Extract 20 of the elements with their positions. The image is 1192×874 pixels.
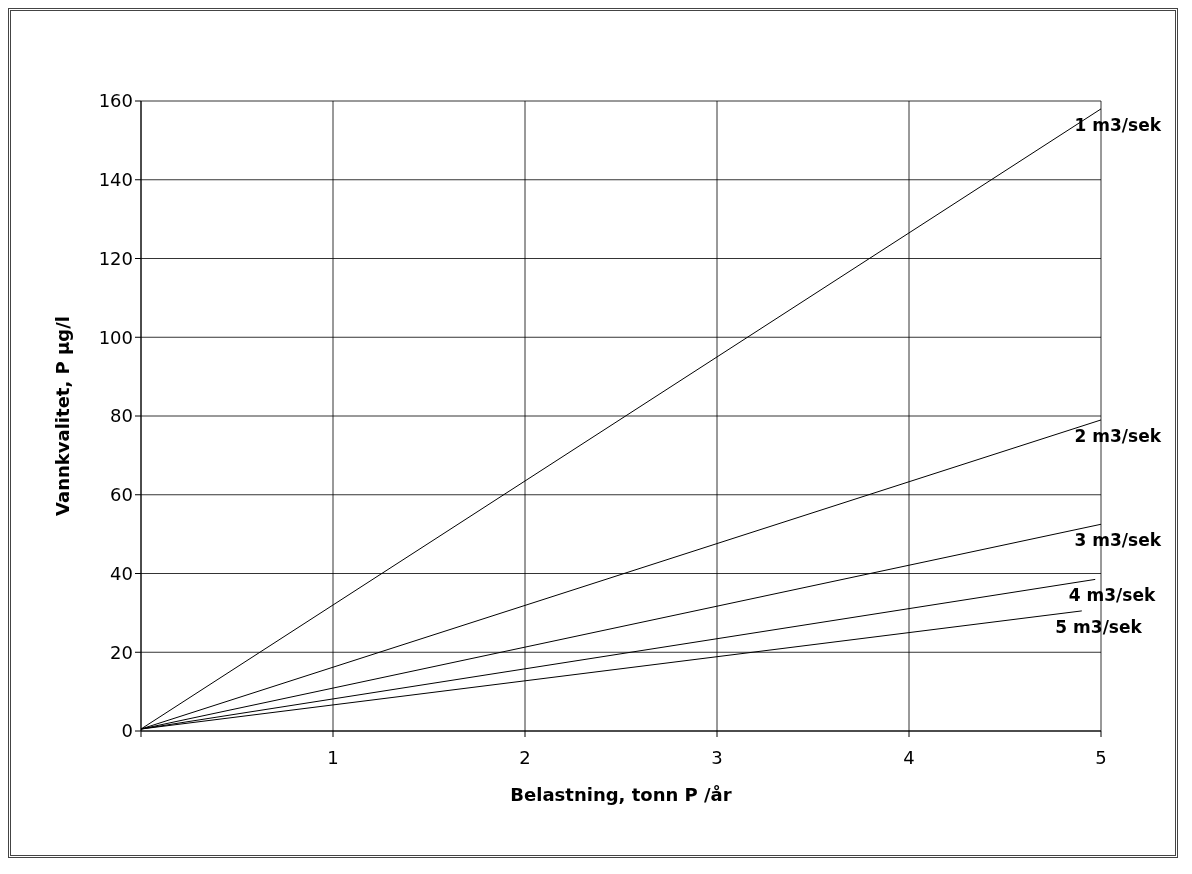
- series-label: 4 m3/sek: [1068, 585, 1156, 606]
- x-axis-title: Belastning, tonn P /år: [510, 784, 732, 805]
- y-tick-label: 60: [110, 484, 133, 506]
- x-tick-label: 3: [711, 746, 723, 768]
- x-tick-label: 4: [903, 746, 915, 768]
- y-tick-label: 160: [98, 90, 133, 112]
- y-tick-label: 140: [98, 169, 133, 191]
- y-tick-label: 0: [121, 720, 133, 742]
- y-tick-label: 40: [110, 562, 133, 584]
- y-tick-label: 120: [98, 247, 133, 269]
- x-tick-label: 1: [327, 746, 339, 768]
- x-tick-label: 5: [1095, 746, 1107, 768]
- series-label: 2 m3/sek: [1074, 425, 1162, 446]
- y-tick-label: 80: [110, 405, 133, 427]
- y-tick-label: 100: [98, 326, 133, 348]
- x-tick-label: 2: [519, 746, 531, 768]
- y-tick-label: 20: [110, 641, 133, 663]
- y-axis-title: Vannkvalitet, P µg/l: [52, 316, 74, 516]
- series-label: 3 m3/sek: [1074, 530, 1162, 551]
- series-label: 5 m3/sek: [1055, 616, 1143, 637]
